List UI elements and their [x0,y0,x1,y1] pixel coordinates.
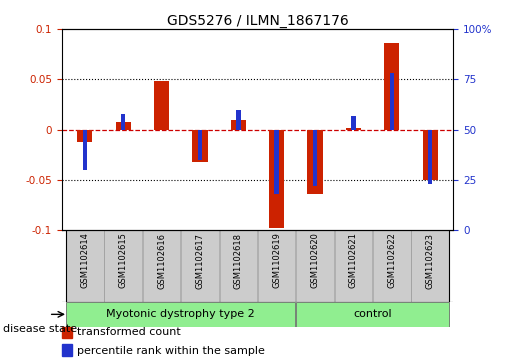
Bar [62,327,72,338]
Text: transformed count: transformed count [77,327,181,337]
Text: disease state: disease state [3,323,77,334]
Bar [411,231,449,302]
Text: percentile rank within the sample: percentile rank within the sample [77,346,265,355]
Bar [269,130,284,228]
Text: GSM1102616: GSM1102616 [157,233,166,289]
Text: GSM1102615: GSM1102615 [118,233,128,289]
Text: control: control [353,309,392,319]
Bar [422,130,438,180]
Text: GSM1102622: GSM1102622 [387,233,397,289]
Bar [373,231,410,302]
Title: GDS5276 / ILMN_1867176: GDS5276 / ILMN_1867176 [167,14,348,28]
Bar [105,231,142,302]
Text: GSM1102614: GSM1102614 [80,233,89,289]
Bar [143,231,180,302]
Bar [66,302,296,327]
Bar [313,130,317,186]
Bar [307,130,323,194]
Bar [351,116,356,130]
Text: GSM1102621: GSM1102621 [349,233,358,289]
Bar [66,231,104,302]
Bar [258,231,296,302]
Bar [335,231,372,302]
Bar [296,302,449,327]
Bar [236,110,241,130]
Bar [62,344,72,356]
Bar [384,43,400,130]
Text: GSM1102618: GSM1102618 [234,233,243,289]
Bar [115,122,131,130]
Bar [274,130,279,194]
Bar [82,130,87,170]
Bar [198,130,202,160]
Bar [181,231,219,302]
Bar [296,231,334,302]
Text: GSM1102619: GSM1102619 [272,233,281,289]
Bar [389,73,394,130]
Bar [77,130,93,142]
Bar [121,114,126,130]
Bar [219,231,257,302]
Bar [346,128,361,130]
Bar [231,120,246,130]
Text: GSM1102617: GSM1102617 [195,233,204,289]
Text: Myotonic dystrophy type 2: Myotonic dystrophy type 2 [107,309,255,319]
Text: GSM1102620: GSM1102620 [311,233,320,289]
Bar [192,130,208,162]
Bar [154,81,169,130]
Text: GSM1102623: GSM1102623 [426,233,435,289]
Bar [428,130,433,184]
